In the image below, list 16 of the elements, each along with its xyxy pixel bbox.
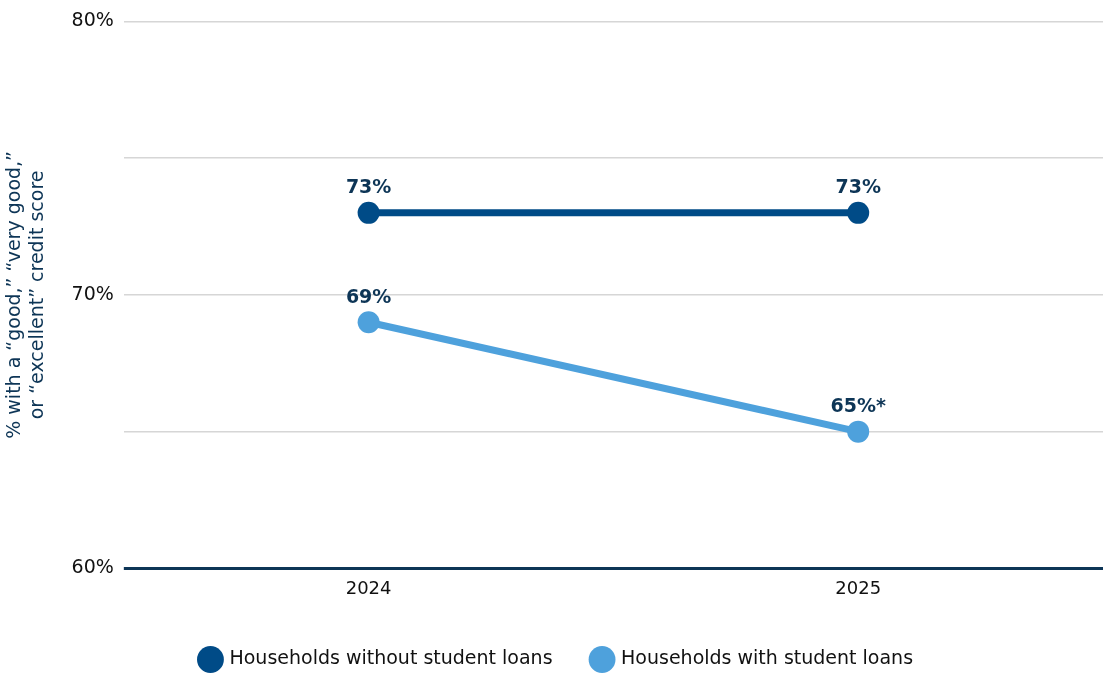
point [847, 201, 870, 224]
x-tick-label: 2024 [345, 576, 392, 598]
legend-label: Households without student loans [229, 646, 553, 669]
data-label: 69% [345, 284, 392, 307]
data-label: 73% [345, 175, 392, 198]
point [847, 420, 870, 443]
data-label: 65%* [830, 394, 886, 417]
y-tick-label: 80% [71, 8, 114, 31]
x-tick-label: 2025 [835, 576, 882, 598]
y-axis-title: % with a “good,” “very good,” or “excellent” credit score [2, 151, 48, 439]
legend-label: Households with student loans [621, 646, 914, 669]
point [357, 201, 380, 224]
data-label: 73% [835, 175, 881, 198]
y-tick-label: 70% [71, 281, 114, 304]
point [357, 311, 380, 334]
y-tick-label: 60% [71, 555, 114, 578]
